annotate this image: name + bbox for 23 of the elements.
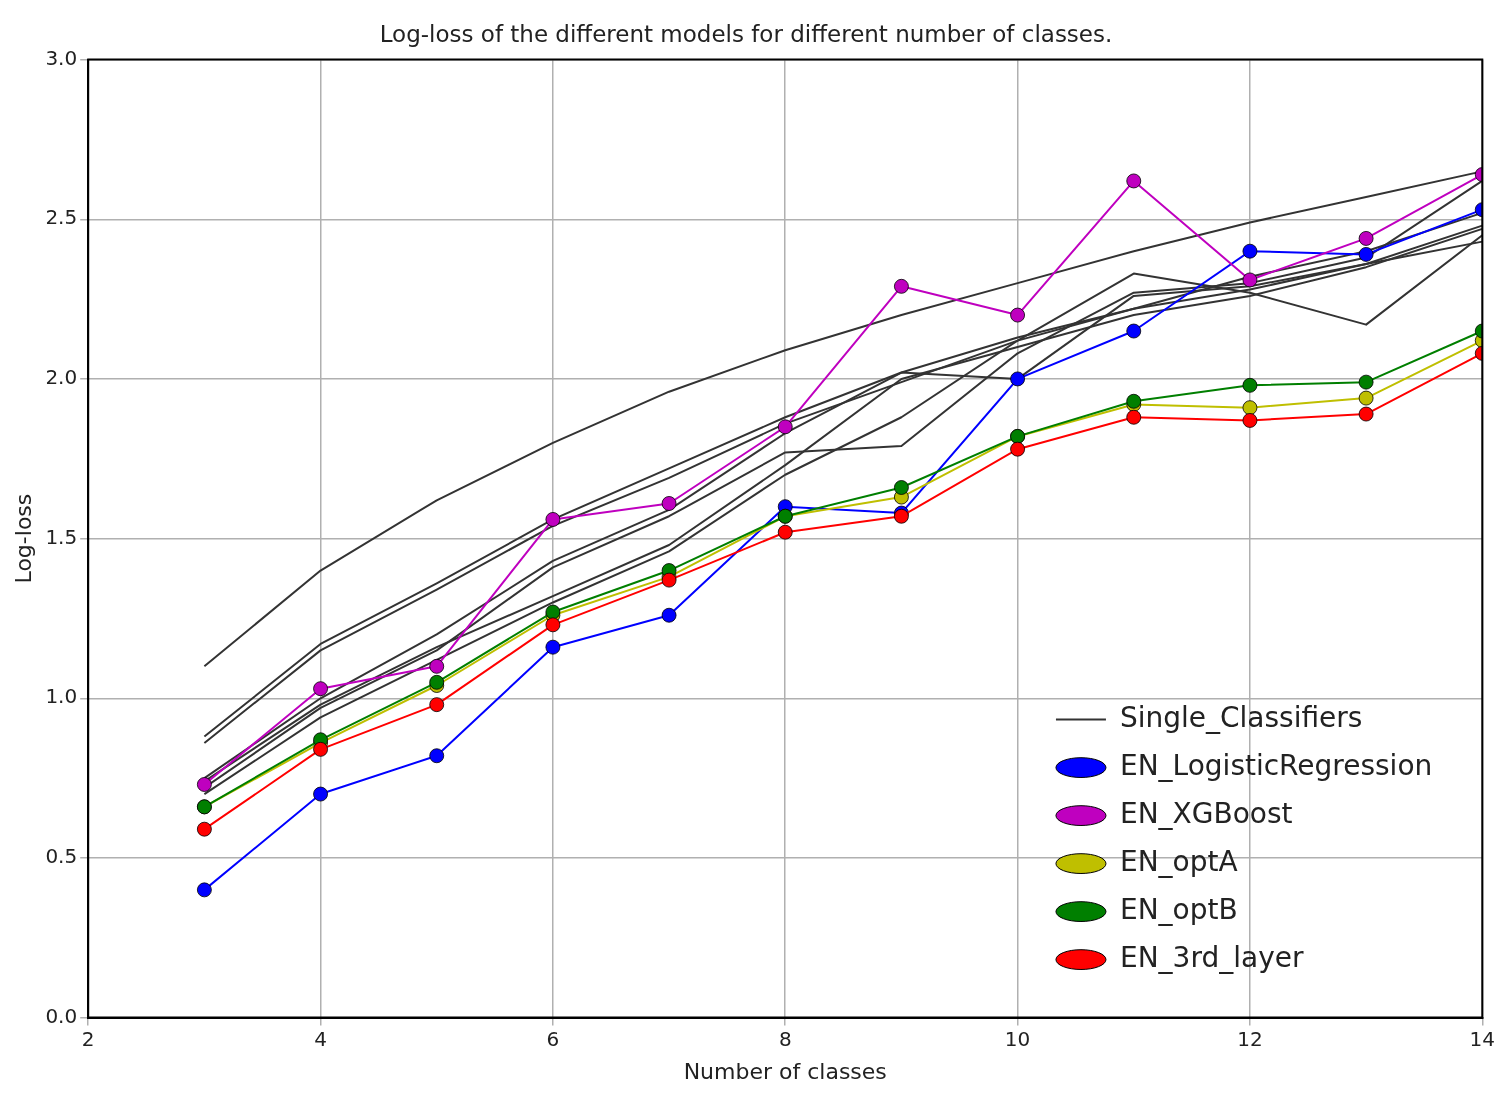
chart-title: Log-loss of the different models for different number of classes.	[379, 20, 1113, 47]
y-tick-label: 0.5	[45, 844, 78, 869]
x-tick-label: 6	[546, 1026, 560, 1051]
x-tick-label: 10	[1004, 1026, 1031, 1051]
y-tick-label: 1.0	[45, 684, 78, 709]
y-tick-label: 2.5	[45, 205, 78, 230]
x-tick-label: 8	[778, 1026, 792, 1051]
y-axis-title: Log-loss	[10, 493, 36, 584]
legend-label: EN_XGBoost	[1119, 796, 1293, 830]
y-tick-label: 0.0	[45, 1003, 78, 1028]
legend-label: EN_optA	[1119, 844, 1238, 878]
legend-label: EN_optB	[1119, 892, 1238, 926]
y-tick-label: 1.5	[45, 524, 78, 549]
y-tick-label: 2.0	[45, 365, 78, 390]
x-tick-label: 2	[81, 1026, 95, 1051]
x-tick-label: 4	[314, 1026, 327, 1051]
y-tick-label: 3.0	[45, 45, 78, 70]
legend-label: Single_Classifiers	[1119, 700, 1363, 734]
x-tick-label: 14	[1469, 1026, 1495, 1051]
x-tick-label: 12	[1237, 1026, 1263, 1051]
x-axis-title: Number of classes	[683, 1058, 887, 1084]
legend-label: EN_LogisticRegression	[1119, 748, 1433, 782]
legend-label: EN_3rd_layer	[1119, 940, 1304, 974]
